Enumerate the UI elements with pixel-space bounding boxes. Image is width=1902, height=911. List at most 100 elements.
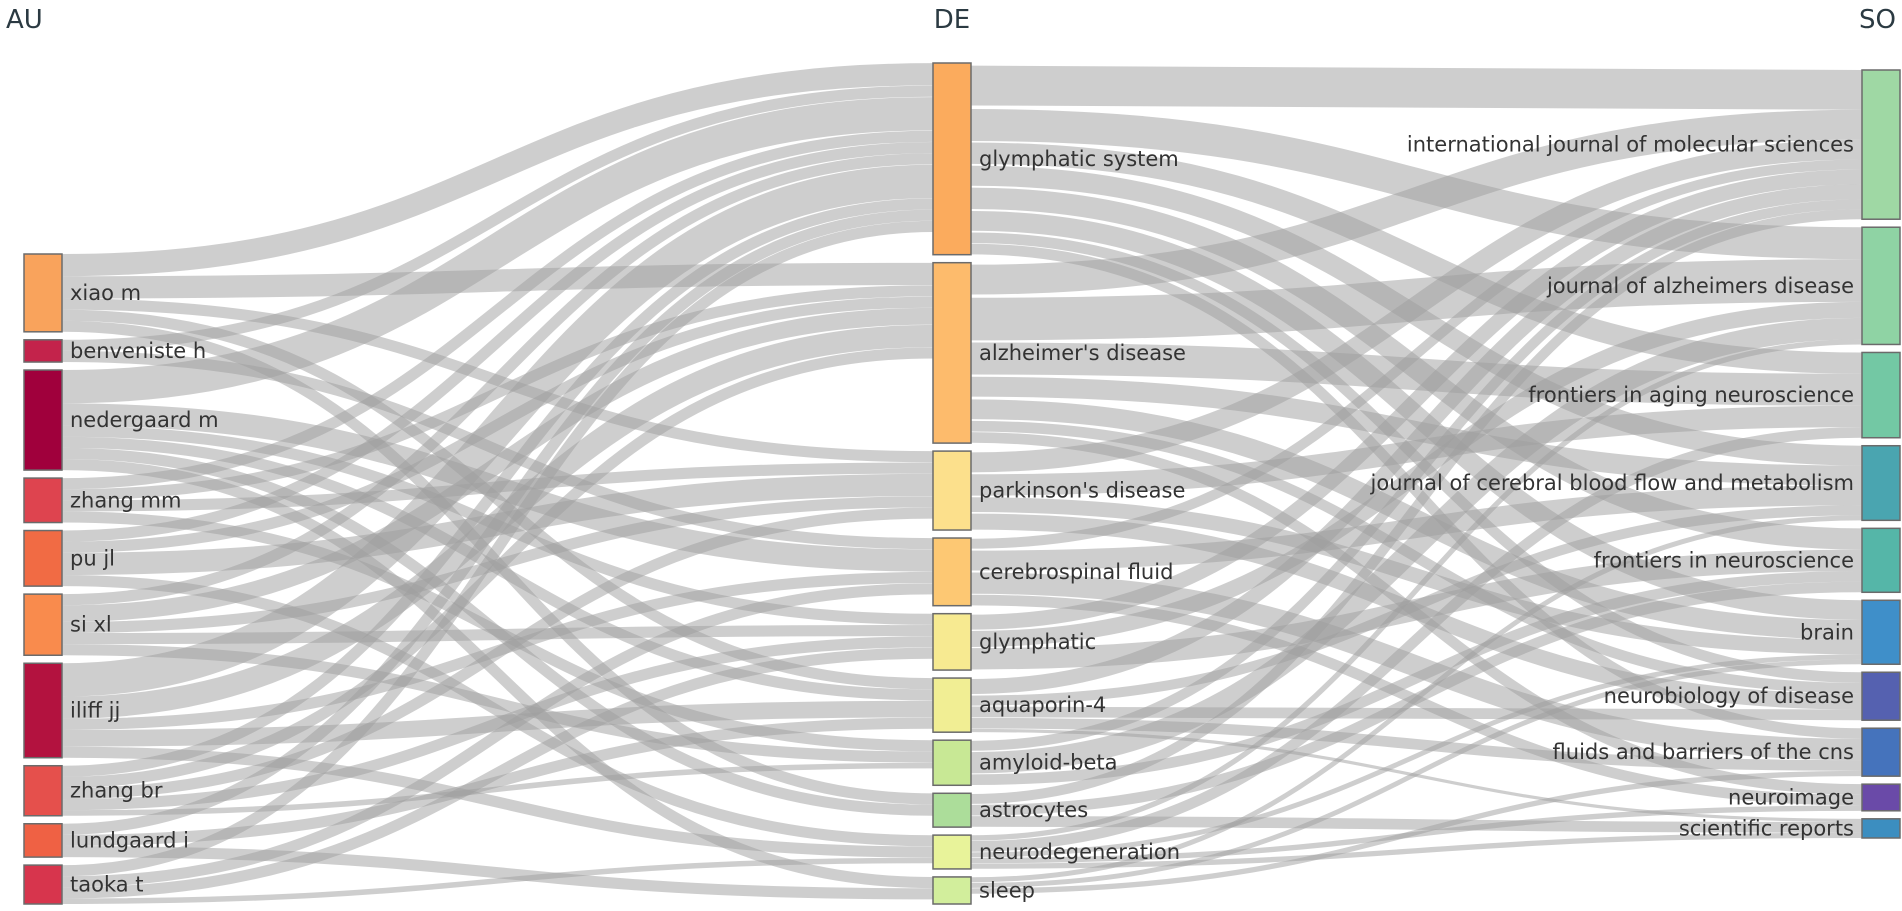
node-ijms[interactable] <box>1861 69 1901 220</box>
node-neuroimage[interactable] <box>1861 783 1901 812</box>
link-astrocytes-to-ijms[interactable] <box>970 209 1863 804</box>
links-layer <box>61 63 1863 905</box>
node-neurodegeneration[interactable] <box>932 834 972 870</box>
node-label-fins: frontiers in neuroscience <box>1594 548 1854 572</box>
column-titles: AU DE SO <box>6 5 1896 35</box>
node-label-alzheimers_disease: alzheimer's disease <box>979 341 1186 365</box>
node-label-scirep: scientific reports <box>1679 816 1854 840</box>
node-pu_jl[interactable] <box>23 529 63 587</box>
link-taoka_t-to-glymphatic[interactable] <box>61 647 934 899</box>
link-lundgaard_i-to-glymphatic_system[interactable] <box>61 209 934 835</box>
link-neurodegeneration-to-jad[interactable] <box>970 339 1863 841</box>
link-glymphatic-to-ijms[interactable] <box>970 169 1863 630</box>
labels-layer: xiao m benveniste h nedergaard m zhang mm pu… <box>70 133 1854 903</box>
node-label-taoka_t: taoka t <box>70 873 144 897</box>
link-parkinsons_disease-to-fans[interactable] <box>970 405 1863 496</box>
node-label-amyloid_beta: amyloid-beta <box>979 751 1118 775</box>
node-jcbfm[interactable] <box>1861 444 1901 522</box>
node-nbd[interactable] <box>1861 671 1901 721</box>
column-title-so: SO <box>1859 5 1896 35</box>
node-amyloid_beta[interactable] <box>932 739 972 787</box>
node-label-si_xl: si xl <box>70 613 112 637</box>
link-neurodegeneration-to-scirep[interactable] <box>970 832 1863 869</box>
node-iliff_jj[interactable] <box>23 662 63 759</box>
link-zhang_mm-to-alzheimers_disease[interactable] <box>61 285 934 501</box>
node-zhang_br[interactable] <box>23 764 63 817</box>
node-xiao_m[interactable] <box>23 253 63 333</box>
column-title-au: AU <box>6 5 43 35</box>
node-brain[interactable] <box>1861 599 1901 665</box>
link-iliff_jj-to-glymphatic_system[interactable] <box>61 164 934 697</box>
link-amyloid_beta-to-jad[interactable] <box>970 317 1863 774</box>
node-glymphatic_system[interactable] <box>932 62 972 256</box>
link-taoka_t-to-glymphatic_system[interactable] <box>61 220 934 877</box>
node-label-zhang_mm: zhang mm <box>70 488 181 512</box>
link-xiao_m-to-aquaporin_4[interactable] <box>61 309 934 690</box>
link-cerebrospinal_fluid-to-ijms[interactable] <box>970 159 1863 549</box>
link-taoka_t-to-cerebrospinal_fluid[interactable] <box>61 583 934 888</box>
node-parkinsons_disease[interactable] <box>932 450 972 531</box>
link-amyloid_beta-to-ijms[interactable] <box>970 199 1863 751</box>
link-aquaporin_4-to-fbcns[interactable] <box>970 717 1863 771</box>
node-si_xl[interactable] <box>23 593 63 656</box>
node-label-xiao_m: xiao m <box>70 281 141 305</box>
link-zhang_br-to-amyloid_beta[interactable] <box>61 762 934 816</box>
link-sleep-to-jcbfm[interactable] <box>970 515 1863 883</box>
node-glymphatic[interactable] <box>932 612 972 671</box>
node-label-nedergaard_m: nedergaard m <box>70 408 219 432</box>
node-taoka_t[interactable] <box>23 864 63 905</box>
node-label-fbcns: fluids and barriers of the cns <box>1553 740 1854 764</box>
node-label-iliff_jj: iliff jj <box>70 698 120 722</box>
link-aquaporin_4-to-ijms[interactable] <box>970 184 1863 694</box>
link-cerebrospinal_fluid-to-jcbfm[interactable] <box>970 485 1863 571</box>
link-sleep-to-fbcns[interactable] <box>970 770 1863 894</box>
link-pu_jl-to-glymphatic_system[interactable] <box>61 142 934 542</box>
link-aquaporin_4-to-jcbfm[interactable] <box>970 505 1863 706</box>
link-alzheimers_disease-to-ijms[interactable] <box>970 109 1863 295</box>
link-neurodegeneration-to-brain[interactable] <box>970 654 1863 858</box>
link-zhang_mm-to-glymphatic_system[interactable] <box>61 130 934 490</box>
node-fans[interactable] <box>1861 351 1901 439</box>
link-zhang_br-to-parkinsons_disease[interactable] <box>61 507 934 800</box>
node-sleep[interactable] <box>932 876 972 905</box>
link-nedergaard_m-to-sleep[interactable] <box>61 458 934 889</box>
node-fins[interactable] <box>1861 527 1901 594</box>
link-sleep-to-brain[interactable] <box>970 659 1863 888</box>
link-parkinsons_disease-to-brain[interactable] <box>970 497 1863 655</box>
link-si_xl-to-glymphatic[interactable] <box>61 625 934 645</box>
node-alzheimers_disease[interactable] <box>932 261 972 444</box>
link-benveniste_h-to-glymphatic_system[interactable] <box>61 85 934 351</box>
node-scirep[interactable] <box>1861 818 1901 839</box>
link-glymphatic_system-to-ijms[interactable] <box>970 65 1863 110</box>
node-astrocytes[interactable] <box>932 792 972 828</box>
link-alzheimers_disease-to-fans[interactable] <box>970 342 1863 406</box>
node-benveniste_h[interactable] <box>23 339 63 363</box>
node-label-jcbfm: journal of cerebral blood flow and metab… <box>1370 471 1854 495</box>
node-nedergaard_m[interactable] <box>23 369 63 471</box>
node-label-glymphatic: glymphatic <box>979 630 1096 654</box>
link-zhang_br-to-glymphatic_system[interactable] <box>61 198 934 777</box>
link-neurodegeneration-to-fans[interactable] <box>970 427 1863 852</box>
link-zhang_br-to-alzheimers_disease[interactable] <box>61 347 934 788</box>
link-parkinsons_disease-to-ijms[interactable] <box>970 139 1863 473</box>
link-taoka_t-to-neurodegeneration[interactable] <box>61 857 934 905</box>
column-title-de: DE <box>934 5 970 35</box>
link-xiao_m-to-alzheimers_disease[interactable] <box>61 262 934 299</box>
node-jad[interactable] <box>1861 226 1901 346</box>
node-label-nbd: neurobiology of disease <box>1604 684 1854 708</box>
link-si_xl-to-glymphatic_system[interactable] <box>61 153 934 606</box>
node-aquaporin_4[interactable] <box>932 677 972 733</box>
node-cerebrospinal_fluid[interactable] <box>932 537 972 607</box>
link-nedergaard_m-to-glymphatic_system[interactable] <box>61 97 934 404</box>
node-zhang_mm[interactable] <box>23 477 63 524</box>
node-label-neuroimage: neuroimage <box>1728 785 1854 809</box>
node-label-ijms: international journal of molecular scien… <box>1407 133 1854 157</box>
link-xiao_m-to-glymphatic_system[interactable] <box>61 63 934 277</box>
link-lundgaard_i-to-sleep[interactable] <box>61 845 934 900</box>
node-label-lundgaard_i: lundgaard i <box>70 828 189 852</box>
node-lundgaard_i[interactable] <box>23 823 63 858</box>
link-si_xl-to-alzheimers_disease[interactable] <box>61 307 934 622</box>
node-fbcns[interactable] <box>1861 727 1901 777</box>
node-label-benveniste_h: benveniste h <box>70 339 206 363</box>
